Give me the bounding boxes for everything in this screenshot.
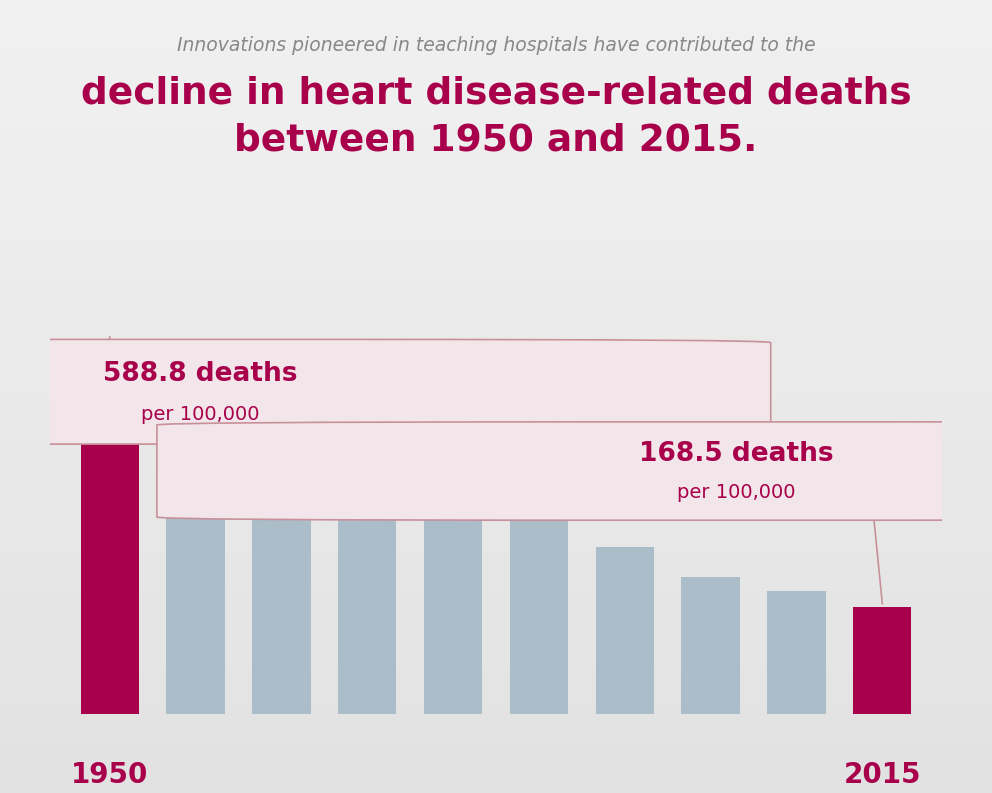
Text: 168.5 deaths: 168.5 deaths bbox=[639, 442, 833, 468]
Bar bbox=[767, 592, 825, 714]
Bar bbox=[80, 340, 139, 714]
FancyBboxPatch shape bbox=[0, 339, 771, 444]
Text: per 100,000: per 100,000 bbox=[141, 405, 259, 423]
Text: Innovations pioneered in teaching hospitals have contributed to the: Innovations pioneered in teaching hospit… bbox=[177, 36, 815, 55]
Bar bbox=[252, 417, 310, 714]
Bar bbox=[595, 547, 654, 714]
Text: 1950: 1950 bbox=[71, 761, 149, 789]
Text: 588.8 deaths: 588.8 deaths bbox=[102, 361, 297, 387]
Bar bbox=[338, 452, 397, 714]
Text: between 1950 and 2015.: between 1950 and 2015. bbox=[234, 123, 758, 159]
Text: per 100,000: per 100,000 bbox=[678, 483, 796, 502]
Text: decline in heart disease-related deaths: decline in heart disease-related deaths bbox=[80, 75, 912, 111]
Bar bbox=[510, 519, 568, 714]
Text: 2015: 2015 bbox=[843, 761, 921, 789]
Bar bbox=[424, 500, 482, 714]
Bar bbox=[167, 387, 225, 714]
Bar bbox=[853, 607, 912, 714]
Bar bbox=[682, 577, 740, 714]
FancyBboxPatch shape bbox=[157, 422, 992, 520]
